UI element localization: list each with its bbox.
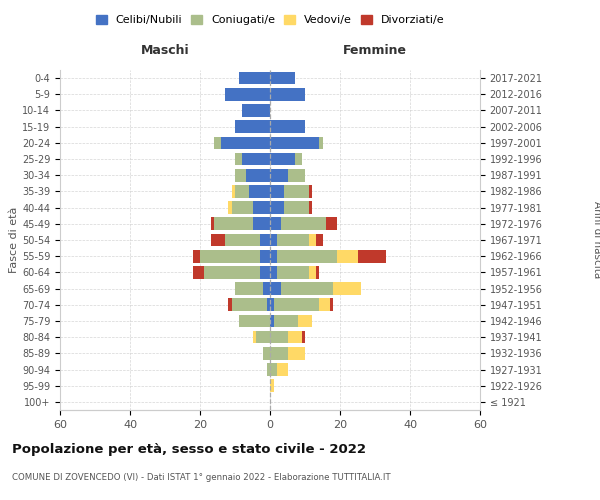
Bar bbox=[193, 250, 200, 262]
Bar bbox=[281, 282, 333, 295]
Bar bbox=[235, 282, 263, 295]
Bar bbox=[249, 185, 270, 198]
Bar bbox=[333, 282, 361, 295]
Bar bbox=[316, 234, 323, 246]
Bar bbox=[308, 266, 316, 278]
Bar bbox=[235, 152, 242, 166]
Bar bbox=[295, 152, 302, 166]
Bar bbox=[316, 266, 319, 278]
Bar bbox=[277, 234, 308, 246]
Bar bbox=[228, 202, 232, 214]
Bar bbox=[270, 363, 277, 376]
Bar bbox=[284, 202, 308, 214]
Bar bbox=[270, 234, 277, 246]
Bar bbox=[277, 266, 308, 278]
Bar bbox=[242, 152, 270, 166]
Bar bbox=[253, 218, 270, 230]
Bar bbox=[260, 234, 270, 246]
Bar bbox=[277, 250, 337, 262]
Bar bbox=[284, 185, 308, 198]
Bar bbox=[270, 185, 284, 198]
Bar bbox=[270, 120, 305, 133]
Bar bbox=[270, 347, 287, 360]
Bar bbox=[214, 218, 253, 230]
Bar bbox=[270, 72, 295, 85]
Bar bbox=[337, 250, 358, 262]
Y-axis label: Fasce di età: Fasce di età bbox=[9, 207, 19, 273]
Bar bbox=[308, 234, 316, 246]
Bar bbox=[270, 380, 274, 392]
Bar bbox=[270, 331, 287, 344]
Bar bbox=[281, 218, 326, 230]
Bar bbox=[193, 266, 203, 278]
Bar bbox=[329, 298, 333, 311]
Bar bbox=[224, 88, 270, 101]
Bar bbox=[232, 202, 253, 214]
Bar bbox=[270, 88, 305, 101]
Bar bbox=[214, 136, 221, 149]
Bar bbox=[224, 234, 260, 246]
Bar bbox=[263, 282, 270, 295]
Bar bbox=[245, 169, 270, 181]
Bar bbox=[270, 136, 319, 149]
Bar bbox=[266, 363, 270, 376]
Bar bbox=[239, 314, 270, 328]
Bar bbox=[256, 331, 270, 344]
Bar bbox=[235, 120, 270, 133]
Bar bbox=[242, 104, 270, 117]
Bar bbox=[270, 202, 284, 214]
Bar bbox=[235, 185, 249, 198]
Bar bbox=[263, 347, 270, 360]
Bar bbox=[221, 136, 270, 149]
Text: Femmine: Femmine bbox=[343, 44, 407, 57]
Text: Anni di nascita: Anni di nascita bbox=[592, 202, 600, 278]
Bar bbox=[287, 169, 305, 181]
Bar bbox=[277, 363, 287, 376]
Bar bbox=[270, 218, 281, 230]
Bar bbox=[270, 152, 295, 166]
Legend: Celibi/Nubili, Coniugati/e, Vedovi/e, Divorziati/e: Celibi/Nubili, Coniugati/e, Vedovi/e, Di… bbox=[91, 10, 449, 30]
Bar bbox=[232, 298, 266, 311]
Bar bbox=[308, 202, 312, 214]
Bar bbox=[253, 202, 270, 214]
Text: COMUNE DI ZOVENCEDO (VI) - Dati ISTAT 1° gennaio 2022 - Elaborazione TUTTITALIA.: COMUNE DI ZOVENCEDO (VI) - Dati ISTAT 1°… bbox=[12, 472, 391, 482]
Bar bbox=[326, 218, 337, 230]
Bar bbox=[287, 331, 302, 344]
Bar bbox=[200, 250, 260, 262]
Bar bbox=[270, 169, 287, 181]
Bar bbox=[287, 347, 305, 360]
Bar bbox=[298, 314, 312, 328]
Bar bbox=[211, 218, 214, 230]
Bar bbox=[270, 266, 277, 278]
Bar bbox=[274, 314, 298, 328]
Bar bbox=[358, 250, 386, 262]
Bar bbox=[274, 298, 319, 311]
Bar bbox=[270, 282, 281, 295]
Bar bbox=[239, 72, 270, 85]
Bar bbox=[302, 331, 305, 344]
Bar bbox=[253, 331, 256, 344]
Bar bbox=[211, 234, 224, 246]
Bar bbox=[232, 185, 235, 198]
Bar bbox=[319, 136, 323, 149]
Bar bbox=[235, 169, 245, 181]
Bar bbox=[260, 250, 270, 262]
Bar bbox=[270, 250, 277, 262]
Bar bbox=[266, 298, 270, 311]
Bar bbox=[203, 266, 260, 278]
Bar bbox=[319, 298, 329, 311]
Text: Popolazione per età, sesso e stato civile - 2022: Popolazione per età, sesso e stato civil… bbox=[12, 442, 366, 456]
Bar bbox=[228, 298, 232, 311]
Bar bbox=[260, 266, 270, 278]
Text: Maschi: Maschi bbox=[140, 44, 190, 57]
Bar bbox=[308, 185, 312, 198]
Bar bbox=[270, 314, 274, 328]
Bar bbox=[270, 298, 274, 311]
